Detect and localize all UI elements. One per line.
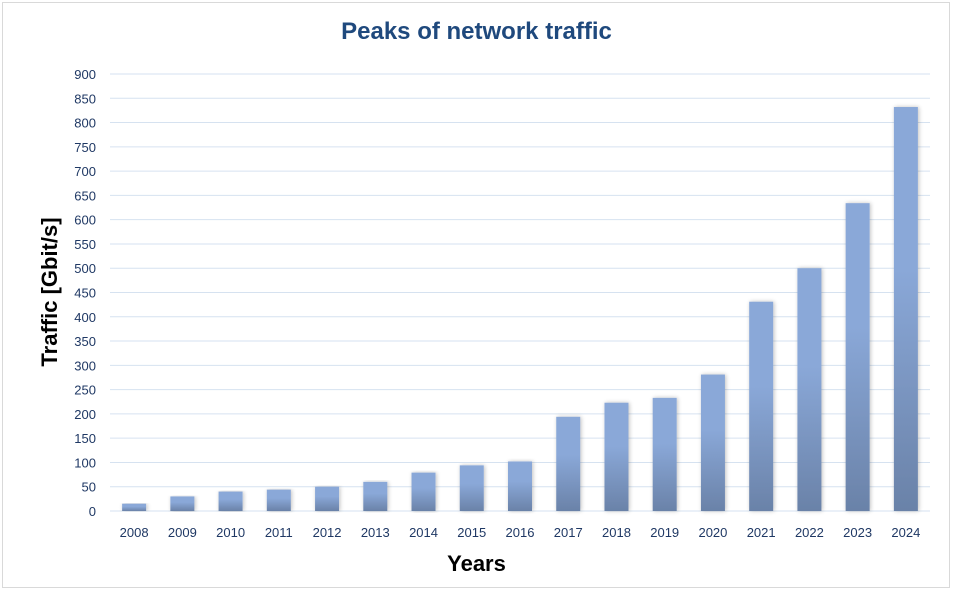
y-tick-label: 150 xyxy=(74,431,96,446)
bar-2021 xyxy=(749,301,774,511)
x-tick-label: 2015 xyxy=(457,525,486,540)
x-tick-label: 2012 xyxy=(313,525,342,540)
bar-2010 xyxy=(218,491,243,511)
y-tick-label: 300 xyxy=(74,358,96,373)
x-tick-label: 2022 xyxy=(795,525,824,540)
y-tick-label: 850 xyxy=(74,91,96,106)
bar-2013 xyxy=(363,481,388,511)
bar-2012 xyxy=(315,486,340,511)
x-tick-label: 2024 xyxy=(891,525,920,540)
y-tick-label: 550 xyxy=(74,237,96,252)
x-tick-label: 2008 xyxy=(120,525,149,540)
y-tick-label: 700 xyxy=(74,164,96,179)
bar-2009 xyxy=(170,496,195,511)
x-tick-label: 2010 xyxy=(216,525,245,540)
bar-2011 xyxy=(266,489,291,511)
x-tick-label: 2019 xyxy=(650,525,679,540)
y-tick-label: 350 xyxy=(74,334,96,349)
x-tick-label: 2009 xyxy=(168,525,197,540)
y-tick-label: 200 xyxy=(74,407,96,422)
y-tick-label: 500 xyxy=(74,261,96,276)
bar-2018 xyxy=(604,402,629,511)
bar-2022 xyxy=(797,268,822,511)
y-tick-label: 800 xyxy=(74,116,96,131)
bar-2015 xyxy=(459,465,484,511)
y-tick-label: 100 xyxy=(74,455,96,470)
y-tick-label: 400 xyxy=(74,310,96,325)
y-tick-label: 50 xyxy=(82,480,96,495)
x-tick-label: 2016 xyxy=(506,525,535,540)
bar-2008 xyxy=(122,503,147,511)
y-tick-label: 900 xyxy=(74,67,96,82)
y-tick-label: 450 xyxy=(74,286,96,301)
bar-2024 xyxy=(893,107,918,512)
x-tick-label: 2023 xyxy=(843,525,872,540)
x-tick-label: 2017 xyxy=(554,525,583,540)
bar-2020 xyxy=(700,374,725,511)
x-tick-label: 2014 xyxy=(409,525,438,540)
x-tick-label: 2013 xyxy=(361,525,390,540)
bar-2019 xyxy=(652,397,677,511)
y-tick-label: 250 xyxy=(74,383,96,398)
x-axis-label: Years xyxy=(447,551,506,576)
x-tick-label: 2018 xyxy=(602,525,631,540)
y-tick-label: 0 xyxy=(89,504,96,519)
chart-title: Peaks of network traffic xyxy=(341,18,612,45)
y-tick-label: 650 xyxy=(74,188,96,203)
y-tick-label: 750 xyxy=(74,140,96,155)
y-tick-label: 600 xyxy=(74,213,96,228)
x-tick-label: 2011 xyxy=(265,525,293,540)
bar-2016 xyxy=(508,461,532,511)
bar-2017 xyxy=(556,416,581,511)
x-tick-label: 2021 xyxy=(747,525,776,540)
bar-2023 xyxy=(845,203,870,511)
bar-2014 xyxy=(411,472,436,511)
x-tick-label: 2020 xyxy=(698,525,727,540)
